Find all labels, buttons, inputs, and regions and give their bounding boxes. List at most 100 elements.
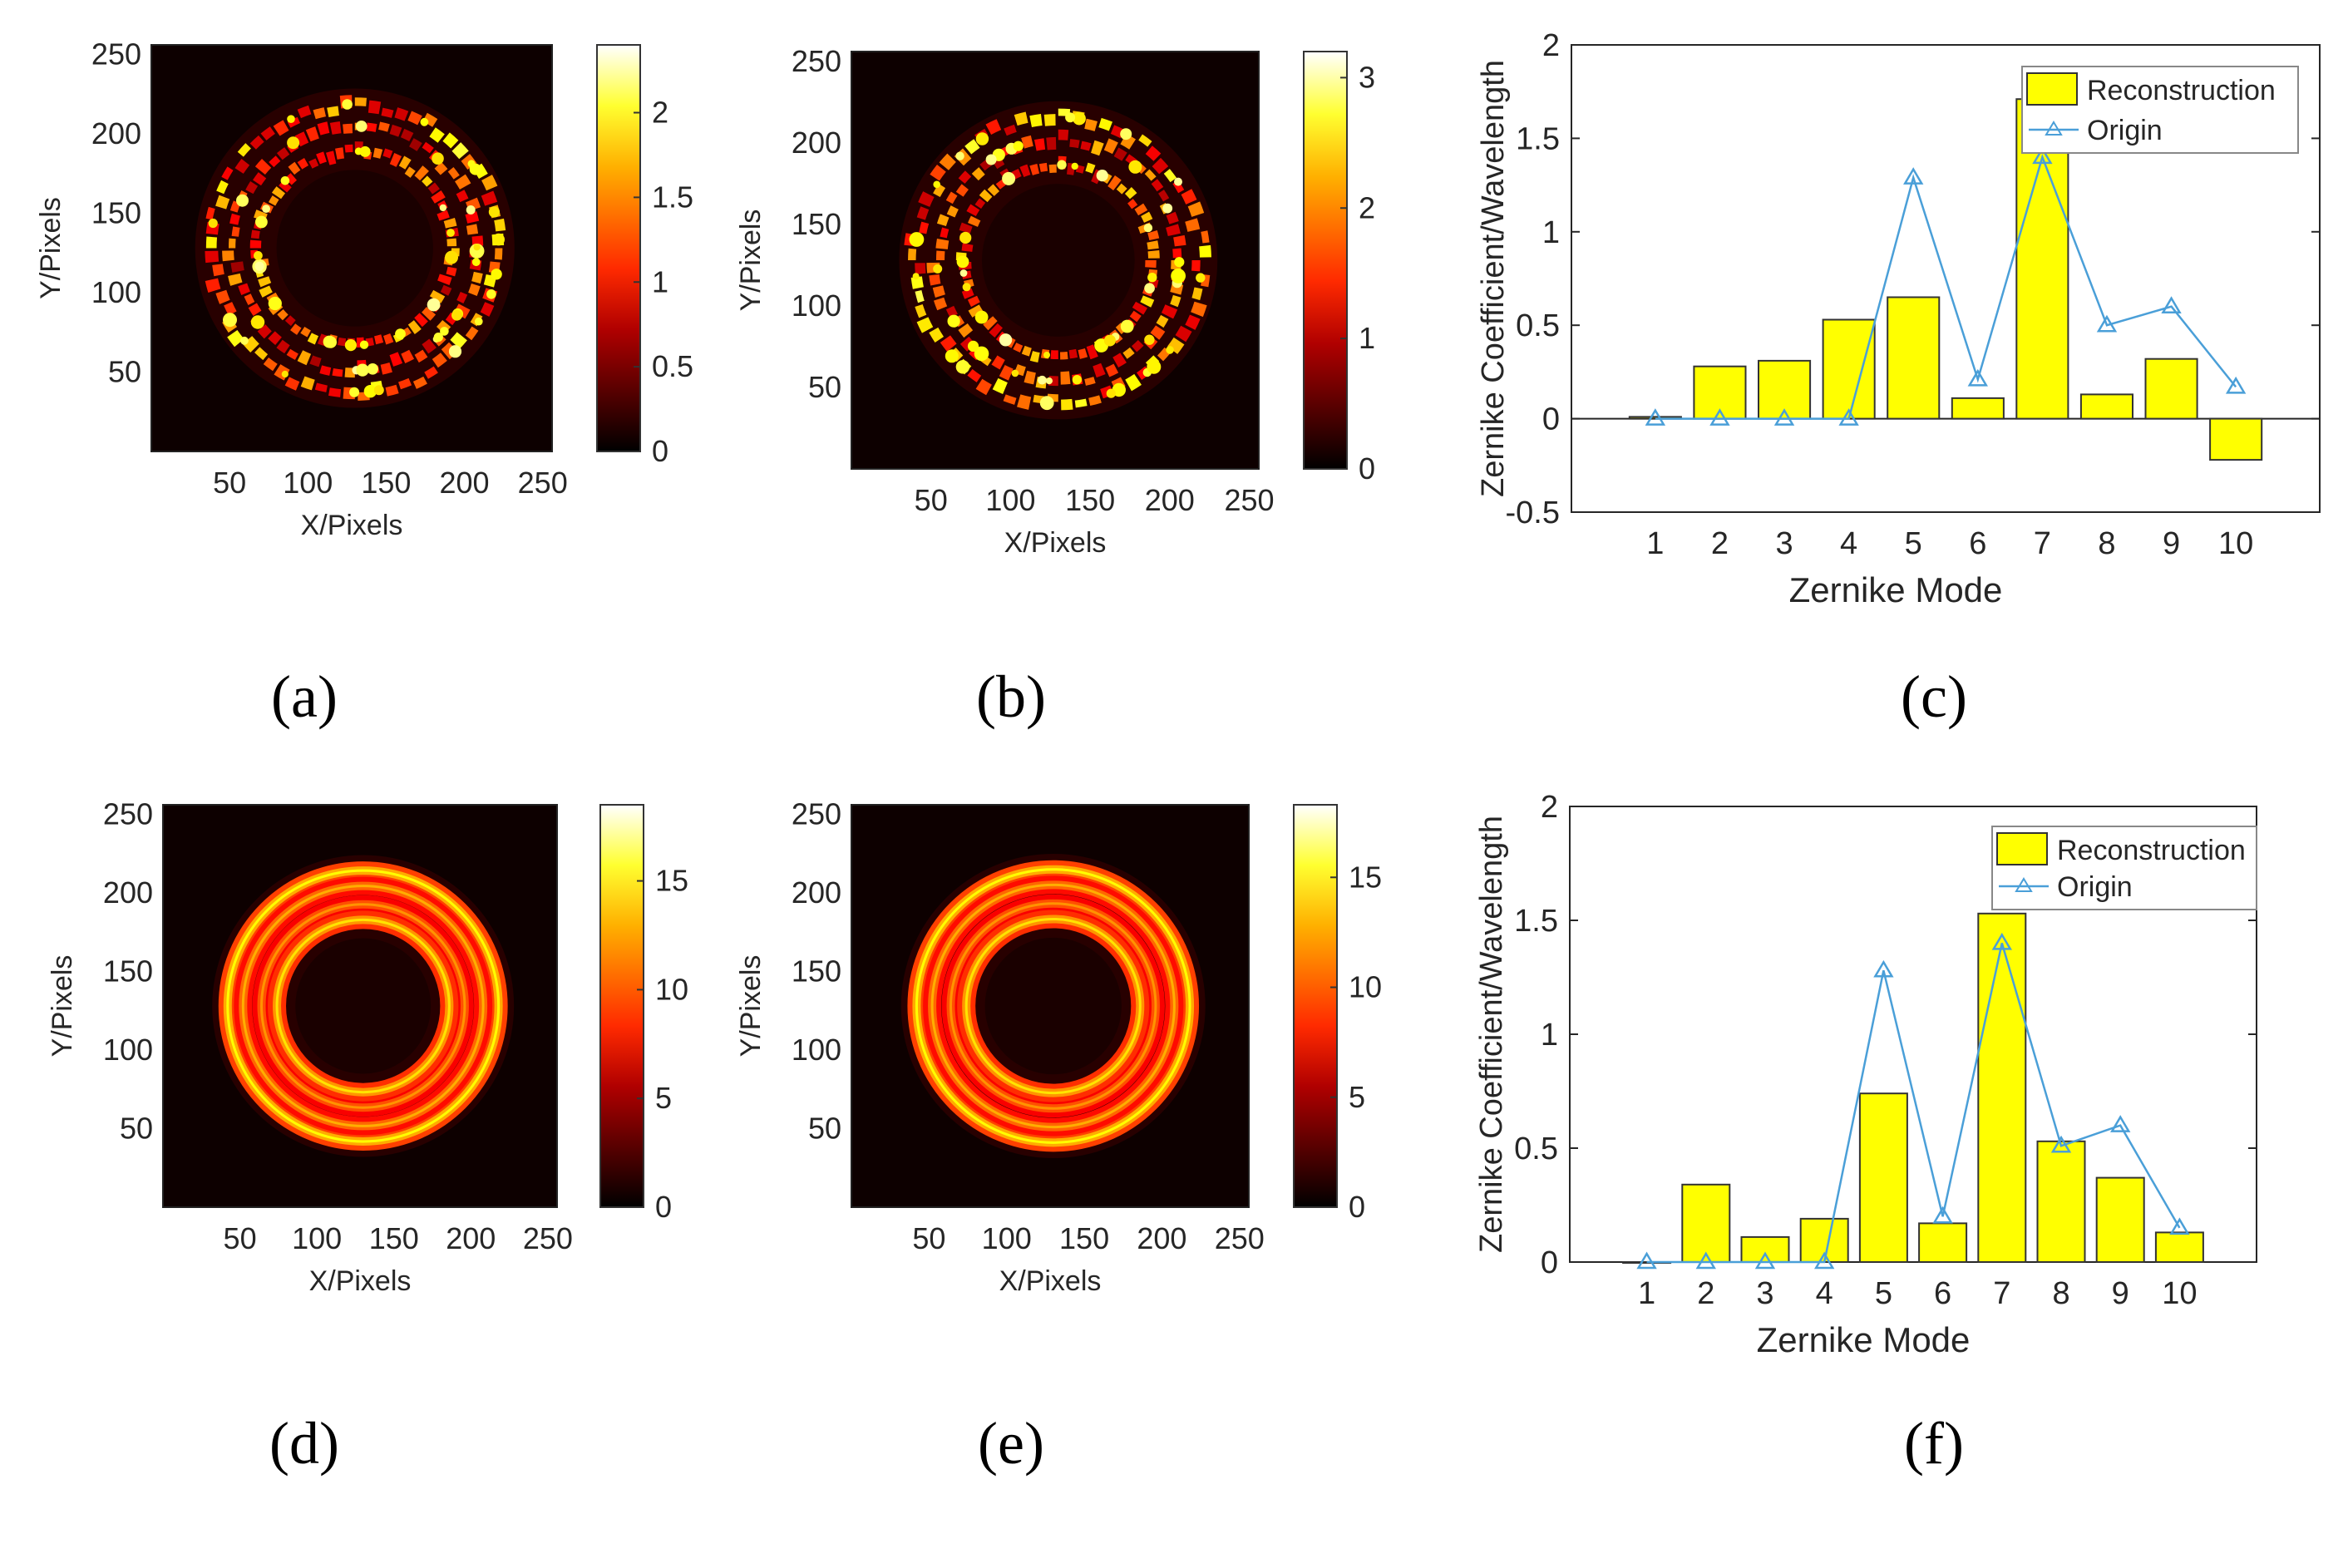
x-axis-label: X/Pixels [1004,527,1107,559]
ring-segment [1103,138,1118,155]
origin-line [1655,153,2237,420]
ring-segment [434,161,448,175]
ring-segment [276,339,290,354]
ring-segment [249,135,264,150]
speckle [1013,141,1024,151]
ring-segment [314,382,328,392]
ring-segment [1105,363,1119,377]
panel-d: 50 100 150 200 25050100150200250X/PixelsY/Pi… [47,796,688,1297]
ring-segment [443,217,457,229]
speckle [959,269,968,277]
speckle [1065,112,1076,123]
ring-segment [316,151,327,165]
x-tick-label: 50 [912,1221,945,1255]
ring-segment [319,365,332,376]
ring-segment [290,323,302,335]
ring-segment [424,366,438,379]
ring-segment [329,121,342,135]
heatmap-border [150,44,553,452]
speckle [445,250,458,264]
ring-segment [1161,304,1178,319]
speckle [945,349,959,363]
ring-segment [1021,345,1032,357]
ring-segment [930,164,946,181]
speckle [1011,369,1019,377]
ring-segment [940,227,950,239]
x-tick-label: 4 [1816,1276,1833,1311]
speckle [1072,375,1083,385]
speckle [420,117,429,126]
ring-segment [918,191,935,207]
ring-segment [409,138,422,151]
bar [1951,397,2005,420]
ring-segment [1021,135,1033,149]
origin-line [1646,943,2181,1264]
colorbar-tick-label: 10 [1349,970,1382,1004]
ring-segment [343,123,353,134]
ring-segment [237,143,251,157]
origin-marker [1967,368,1988,387]
ring-segment [1107,175,1122,191]
ring-segment [385,384,399,397]
ring-segment [958,323,974,338]
speckle [1073,111,1086,126]
ring-segment [1080,141,1092,151]
ring-segment [422,307,437,321]
speckle [1120,128,1132,141]
x-tick-label: 3 [1756,1276,1773,1311]
ring-segment [328,387,342,397]
ring-segment [1017,394,1032,410]
speckle [1147,273,1157,283]
y-tick-label: 200 [103,875,153,910]
panel-caption: (c) [1901,663,1967,730]
y-tick-label: 0 [1542,402,1560,437]
speckle [466,205,476,214]
ring-segment [268,331,282,346]
ring-segment [1131,340,1144,353]
ring-segment [1151,179,1164,192]
ring-segment [212,264,224,277]
ring-segment [414,165,429,181]
speckle [367,363,379,375]
ring-segment [446,266,457,277]
ring-segment [933,183,946,198]
legend-marker [2045,121,2063,136]
ring-segment [229,213,240,225]
speckle [373,385,384,396]
origin-marker [2032,146,2053,165]
ring-segment [1024,370,1036,385]
ring-segment [230,261,244,273]
y-tick-label: 200 [792,126,841,160]
bar [1858,1092,1908,1263]
ring-segment [325,150,337,165]
ring-segment [975,378,992,396]
ring-segment [1033,138,1046,151]
ring-segment [276,147,290,160]
ring-segment [422,338,437,354]
ring-segment [259,285,273,298]
ring-segment [1140,295,1155,308]
ring-segment [1170,294,1181,308]
axes-e-labels: 50 100 150 200 25050100150200250X/PixelsY/Pi… [735,796,1382,1297]
origin-marker [2096,314,2118,333]
speckle [1143,223,1153,233]
speckle [488,206,501,218]
colorbar-tick-label: 5 [655,1081,672,1115]
y-tick-label: 150 [792,207,841,241]
colorbar-tick-label: 3 [1359,60,1375,94]
ring-segment [456,292,468,304]
speckle [955,360,970,374]
speckle [1057,160,1067,170]
ring-segment [404,166,416,178]
legend-label: Origin [2087,115,2163,146]
speckle [287,136,300,150]
colorbar-tick-label: 2 [1359,190,1375,224]
ring-segment [999,364,1014,381]
y-tick-label: 150 [103,954,153,988]
ring-segment [231,226,240,237]
colorbar-b [1303,51,1348,470]
speckle [1147,359,1162,374]
y-tick-label: 0.5 [1516,308,1560,343]
x-tick-label: 250 [1224,483,1274,517]
x-tick-label: 5 [1905,526,1922,561]
